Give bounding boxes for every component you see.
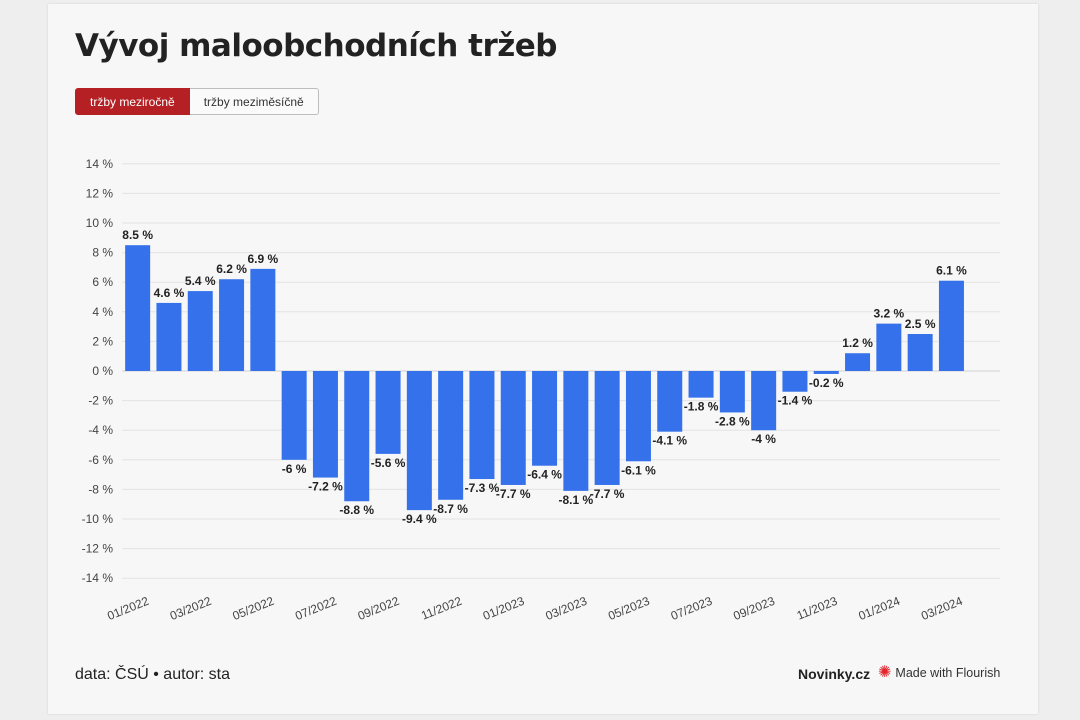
bar xyxy=(532,371,558,466)
x-tick-label: 03/2023 xyxy=(543,594,589,623)
flourish-credit[interactable]: ✺ Made with Flourish xyxy=(878,664,1001,681)
y-tick-label: 2 % xyxy=(92,334,113,348)
y-tick-label: -14 % xyxy=(82,571,114,585)
x-tick-label: 05/2023 xyxy=(606,594,652,623)
bar xyxy=(563,371,589,491)
data-label: -9.4 % xyxy=(402,512,437,526)
x-tick-label: 01/2024 xyxy=(856,594,902,623)
y-tick-label: 10 % xyxy=(86,216,114,230)
data-label: 6.1 % xyxy=(936,264,967,278)
data-label: 1.2 % xyxy=(842,336,873,350)
data-label: 6.9 % xyxy=(248,252,279,266)
data-label: -6 % xyxy=(282,462,307,476)
data-label: -6.4 % xyxy=(527,468,562,482)
y-tick-label: -8 % xyxy=(88,482,113,496)
data-label: -7.2 % xyxy=(308,480,343,494)
data-label: -4.1 % xyxy=(652,434,687,448)
bar xyxy=(657,371,683,432)
bar xyxy=(688,371,714,398)
data-label: -7.7 % xyxy=(590,487,625,501)
bar xyxy=(187,291,213,371)
bar xyxy=(344,371,370,502)
bar xyxy=(438,371,464,500)
bar xyxy=(938,280,964,371)
tab-monthly[interactable]: tržby meziměsíčně xyxy=(189,88,319,115)
data-label: -8.7 % xyxy=(433,502,468,516)
y-tick-label: 0 % xyxy=(92,364,113,378)
data-label: -7.7 % xyxy=(496,487,531,501)
x-tick-label: 09/2022 xyxy=(356,594,402,623)
data-label: -0.2 % xyxy=(809,376,844,390)
bar xyxy=(625,371,651,462)
bar xyxy=(500,371,526,485)
x-tick-label: 05/2022 xyxy=(230,594,276,623)
x-tick-label: 07/2022 xyxy=(293,594,339,623)
bar xyxy=(845,353,871,371)
bar xyxy=(281,371,307,460)
view-tabs: tržby meziročně tržby meziměsíčně xyxy=(75,88,319,115)
x-tick-label: 01/2023 xyxy=(481,594,527,623)
bar xyxy=(469,371,495,480)
y-tick-label: -6 % xyxy=(88,453,113,467)
flourish-logo-icon: ✺ xyxy=(878,664,892,681)
bar xyxy=(719,371,745,413)
bar xyxy=(782,371,808,392)
data-label: -1.4 % xyxy=(778,394,813,408)
y-tick-label: -10 % xyxy=(82,512,114,526)
x-tick-label: 11/2023 xyxy=(795,594,840,623)
y-tick-label: 4 % xyxy=(92,305,113,319)
bar xyxy=(876,323,902,371)
data-label: -2.8 % xyxy=(715,414,750,428)
tab-yearly[interactable]: tržby meziročně xyxy=(75,88,190,115)
bar xyxy=(907,334,933,371)
chart-title: Vývoj maloobchodních tržeb xyxy=(75,28,558,64)
bar xyxy=(594,371,620,485)
x-tick-label: 07/2023 xyxy=(669,594,715,623)
x-tick-label: 09/2023 xyxy=(731,594,777,623)
data-label: 5.4 % xyxy=(185,274,216,288)
data-label: 2.5 % xyxy=(905,317,936,331)
bar xyxy=(219,279,245,371)
x-tick-label: 03/2022 xyxy=(168,594,214,623)
data-label: 4.6 % xyxy=(154,286,185,300)
y-tick-label: 12 % xyxy=(86,186,114,200)
bar xyxy=(125,245,151,371)
data-label: -6.1 % xyxy=(621,463,656,477)
data-label: 8.5 % xyxy=(122,228,153,242)
y-tick-label: 8 % xyxy=(92,246,113,260)
x-tick-label: 11/2022 xyxy=(419,594,464,623)
data-label: -8.8 % xyxy=(339,503,374,517)
bar xyxy=(406,371,432,511)
y-tick-label: -2 % xyxy=(88,394,113,408)
chart-card xyxy=(48,4,1038,714)
bar xyxy=(250,268,276,371)
bar xyxy=(312,371,338,478)
source-note: data: ČSÚ • autor: sta xyxy=(75,666,231,683)
bar xyxy=(375,371,401,454)
y-tick-label: 6 % xyxy=(92,275,113,289)
data-label: -8.1 % xyxy=(559,493,594,507)
flourish-credit-label: Made with Flourish xyxy=(895,666,1001,680)
y-tick-label: -4 % xyxy=(88,423,113,437)
brand-logo[interactable]: Novinky.cz xyxy=(798,666,871,682)
data-label: -1.8 % xyxy=(684,400,719,414)
data-label: -4 % xyxy=(751,432,776,446)
x-tick-label: 03/2024 xyxy=(919,594,965,623)
bar xyxy=(813,371,839,374)
data-label: 6.2 % xyxy=(216,262,247,276)
y-tick-label: -12 % xyxy=(82,542,114,556)
bar xyxy=(751,371,777,431)
data-label: -5.6 % xyxy=(371,456,406,470)
x-tick-label: 01/2022 xyxy=(105,594,151,623)
bar xyxy=(156,302,182,371)
data-label: 3.2 % xyxy=(874,307,905,321)
data-label: -7.3 % xyxy=(465,481,500,495)
y-tick-label: 14 % xyxy=(86,157,114,171)
